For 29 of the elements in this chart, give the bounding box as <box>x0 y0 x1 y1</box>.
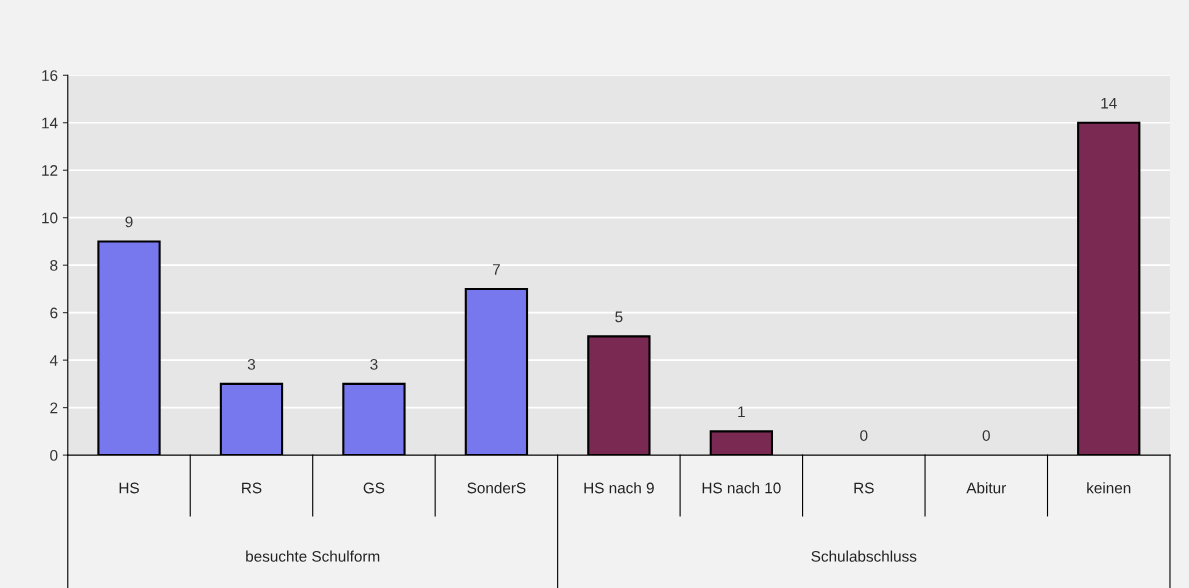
y-tick-label: 8 <box>50 260 58 271</box>
data-label: 0 <box>860 430 868 441</box>
text: Schulabschluss <box>811 550 917 562</box>
x-tick-label: keinen <box>1087 482 1131 494</box>
x-tick-label: Abitur <box>966 482 1006 494</box>
data-label: 7 <box>492 264 500 275</box>
y-tick-label: 10 <box>42 212 58 224</box>
data-label: 1 <box>738 406 745 418</box>
y-tick-label: 6 <box>50 307 58 319</box>
y-tick-label: 14 <box>42 117 58 129</box>
data-label: 9 <box>125 216 133 228</box>
y-tick-label: 2 <box>50 402 58 414</box>
data-label: 5 <box>615 311 623 323</box>
x-tick-label: RS <box>854 482 874 494</box>
text: besuchte Schulform <box>246 550 380 562</box>
y-tick-label: 0 <box>50 449 58 461</box>
x-tick-label: HS nach 10 <box>702 482 781 494</box>
x-tick-label: SonderS <box>467 482 526 494</box>
x-tick-label: HS nach 9 <box>584 482 654 494</box>
y-tick-label: 12 <box>42 165 58 176</box>
x-tick-label: GS <box>363 482 385 494</box>
y-tick-label: 4 <box>49 355 58 366</box>
data-label: 0 <box>982 430 990 441</box>
data-label: 3 <box>247 358 256 370</box>
data-label: 14 <box>1101 97 1117 109</box>
data-label: 3 <box>370 358 378 370</box>
y-tick-label: 16 <box>42 70 58 81</box>
x-tick-label: RS <box>242 482 262 494</box>
x-tick-label: HS <box>119 482 139 494</box>
